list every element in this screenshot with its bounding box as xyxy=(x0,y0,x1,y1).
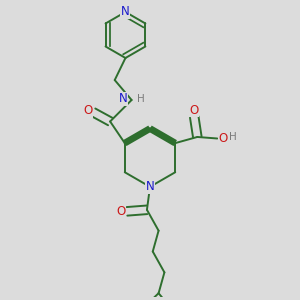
Text: N: N xyxy=(119,92,128,105)
Text: H: H xyxy=(136,94,144,104)
Text: H: H xyxy=(229,132,237,142)
Text: O: O xyxy=(219,132,228,145)
Text: O: O xyxy=(190,104,199,117)
Text: O: O xyxy=(83,104,92,117)
Text: O: O xyxy=(116,205,125,218)
Text: N: N xyxy=(121,5,130,19)
Text: N: N xyxy=(146,180,154,193)
